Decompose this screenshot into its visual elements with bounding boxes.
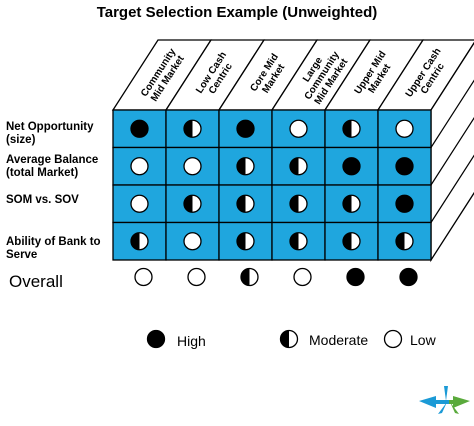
- legend-high-icon: [146, 329, 166, 349]
- rating-moderate-half: [290, 232, 299, 250]
- legend-moderate-icon-half: [280, 330, 289, 348]
- side-row-line: [430, 79, 474, 148]
- overall-rating-low: [293, 267, 312, 287]
- legend-moderate-label: Moderate: [309, 332, 369, 348]
- row-label-line: Average Balance: [6, 154, 99, 166]
- row-label: SOM vs. SOV: [6, 194, 130, 207]
- logo-icon-bottom-spike-right: [450, 402, 459, 414]
- rating-low: [183, 232, 202, 251]
- row-label: Net Opportunity (size): [6, 121, 130, 147]
- rating-high: [395, 157, 414, 176]
- rating-high: [130, 119, 149, 138]
- rating-high: [342, 157, 361, 176]
- logo-icon-right-arrow: [449, 396, 470, 408]
- rating-moderate-half: [290, 157, 299, 175]
- row-label-line: SOM vs. SOV: [6, 194, 79, 206]
- rating-moderate-half: [237, 232, 246, 250]
- logo-icon-top-spike: [444, 386, 448, 401]
- legend-low-label: Low: [410, 332, 436, 348]
- diagram-title: Target Selection Example (Unweighted): [96, 4, 378, 21]
- rating-moderate-half: [343, 120, 352, 138]
- logo-icon-left-arrow: [419, 396, 449, 408]
- overall-rating-high: [399, 267, 418, 287]
- overall-rating-moderate-half: [241, 268, 250, 286]
- rating-low: [289, 119, 308, 138]
- row-label: Ability of Bank to Serve: [6, 236, 130, 262]
- rating-moderate-half: [343, 195, 352, 213]
- rating-moderate-half: [290, 195, 299, 213]
- overall-rating-high: [346, 267, 365, 287]
- rating-moderate-half: [396, 232, 405, 250]
- row-label-line: Serve: [6, 249, 38, 261]
- overall-rating-low: [187, 267, 206, 287]
- side-row-line: [430, 117, 474, 186]
- row-label: Average Balance (total Market): [6, 154, 130, 180]
- legend-low-icon: [383, 329, 403, 349]
- overall-label: Overall: [9, 272, 63, 291]
- row-label-line: Net Opportunity: [6, 121, 94, 133]
- rating-moderate-half: [184, 195, 193, 213]
- rating-low: [395, 119, 414, 138]
- logo-icon-bottom-spike: [438, 402, 447, 414]
- rating-moderate-half: [343, 232, 352, 250]
- row-label-line: Ability of Bank to: [6, 236, 101, 248]
- legend-high-label: High: [177, 333, 206, 349]
- rating-low: [130, 194, 149, 213]
- rating-high: [395, 194, 414, 213]
- side-row-line: [430, 154, 474, 223]
- overall-rating-low: [134, 267, 153, 287]
- rating-moderate-half: [184, 120, 193, 138]
- row-label-line: (total Market): [6, 167, 79, 179]
- row-label-line: (size): [6, 134, 36, 146]
- rating-moderate-half: [131, 232, 140, 250]
- rating-moderate-half: [237, 157, 246, 175]
- rating-low: [183, 157, 202, 176]
- rating-high: [236, 119, 255, 138]
- rating-low: [130, 157, 149, 176]
- rating-moderate-half: [237, 195, 246, 213]
